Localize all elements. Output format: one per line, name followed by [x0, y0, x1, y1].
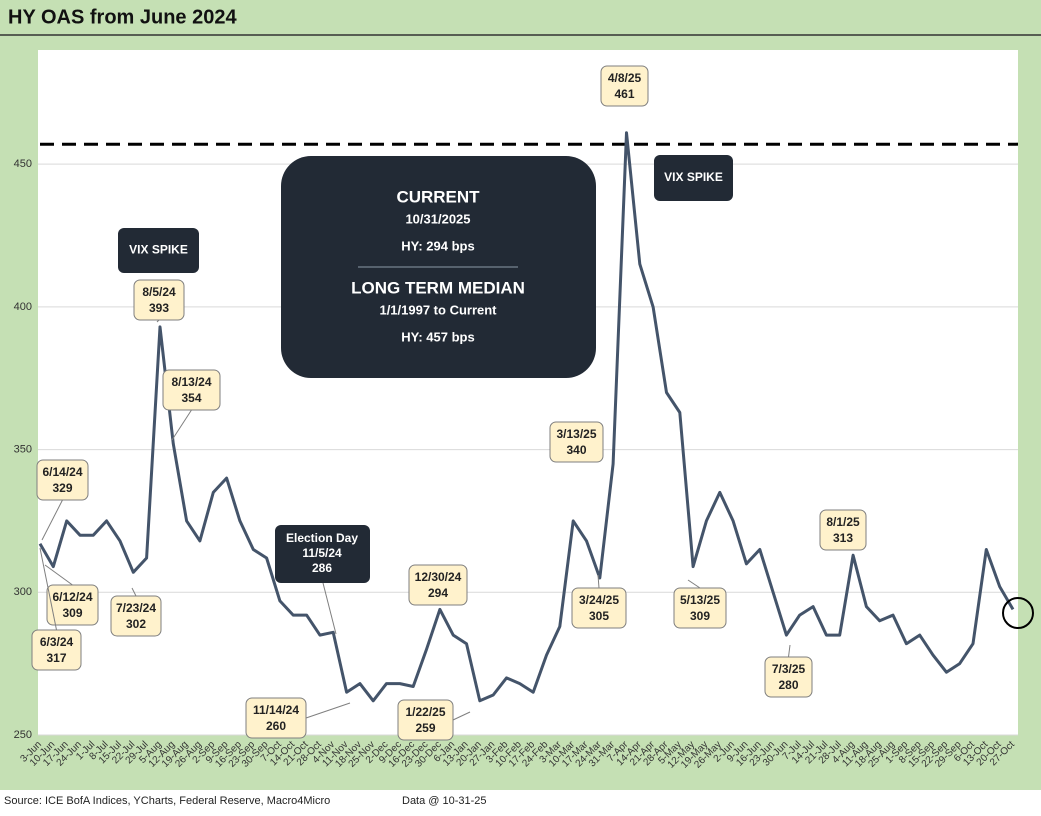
callout-value: 393 [149, 301, 169, 315]
callout-date: 12/30/24 [415, 570, 462, 584]
callout-leader [452, 711, 471, 721]
callout-value: 461 [614, 87, 634, 101]
callout-value: 329 [52, 481, 72, 495]
data-note: Data @ 10-31-25 [402, 795, 487, 807]
callout-date: 6/3/24 [40, 635, 74, 649]
callout-value: 309 [62, 606, 82, 620]
callout-value: 340 [566, 443, 586, 457]
current-hy: HY: 294 bps [401, 238, 474, 253]
callout-box [397, 699, 454, 741]
callout-box [46, 584, 99, 626]
callout-leader [305, 702, 351, 719]
callout-date: 3/24/25 [579, 593, 619, 607]
callout-box [571, 587, 627, 629]
callout-date: 5/13/25 [680, 593, 720, 607]
source: Source: ICE BofA Indices, YCharts, Feder… [4, 795, 330, 807]
y-tick-label: 350 [14, 443, 32, 455]
election-leader [322, 582, 337, 635]
callout-value: 354 [181, 391, 201, 405]
chart-title: HY OAS from June 2024 [8, 6, 237, 28]
callout-box [819, 509, 867, 551]
callout-box [31, 629, 82, 671]
callout-leader [131, 587, 137, 597]
current-median-hy: HY: 457 bps [401, 329, 474, 344]
callout-value: 260 [266, 719, 286, 733]
callout-leader [597, 574, 600, 589]
callout-value: 309 [690, 609, 710, 623]
event-label: VIX SPIKE [129, 243, 188, 257]
y-tick-label: 250 [14, 729, 32, 741]
callout-box [764, 656, 813, 698]
callout-date: 3/13/25 [556, 427, 596, 441]
callout-date: 11/14/24 [253, 703, 299, 717]
callout-date: 6/14/24 [42, 465, 82, 479]
callout-value: 305 [589, 609, 609, 623]
y-tick-label: 450 [14, 158, 32, 170]
callout-box [673, 587, 727, 629]
callout-value: 317 [46, 651, 66, 665]
current-median-heading: LONG TERM MEDIAN [351, 278, 525, 297]
callout-date: 7/3/25 [772, 662, 806, 676]
callout-leader [41, 499, 63, 541]
callout-box [36, 459, 89, 501]
callout-leader [687, 579, 701, 589]
callout-value: 302 [126, 617, 146, 631]
callout-box [133, 279, 185, 321]
footer [0, 790, 1041, 816]
election-value: 286 [312, 561, 332, 575]
current-date: 10/31/2025 [405, 211, 470, 226]
callout-box [245, 697, 307, 739]
callout-leader [171, 409, 192, 441]
election-date: 11/5/24 [302, 546, 342, 560]
callout-date: 6/12/24 [52, 590, 92, 604]
callout-value: 280 [778, 678, 798, 692]
callout-date: 7/23/24 [116, 601, 156, 615]
callout-box [162, 369, 221, 411]
callout-date: 8/1/25 [826, 515, 860, 529]
hy-oas-line [38, 131, 1015, 703]
y-tick-label: 300 [14, 586, 32, 598]
callout-value: 294 [428, 586, 448, 600]
election-label: Election Day [286, 531, 358, 545]
callout-date: 8/13/24 [171, 375, 211, 389]
event-box [118, 228, 199, 273]
callout-date: 8/5/24 [142, 285, 176, 299]
callout-box [408, 564, 468, 606]
callout-leader [44, 564, 73, 586]
y-tick-label: 400 [14, 301, 32, 313]
title-bar [0, 0, 1041, 35]
callout-value: 259 [415, 721, 435, 735]
callout-date: 1/22/25 [405, 705, 445, 719]
callout-leader [39, 547, 57, 631]
event-box [654, 155, 733, 201]
current-heading: CURRENT [396, 187, 480, 206]
current-median-range: 1/1/1997 to Current [379, 302, 497, 317]
current-marker [1002, 597, 1034, 629]
election-box [275, 525, 370, 583]
callout-box [549, 421, 604, 463]
callout-date: 4/8/25 [608, 71, 642, 85]
callout-box [600, 65, 649, 107]
callout-value: 313 [833, 531, 853, 545]
event-label: VIX SPIKE [664, 170, 723, 184]
callout-leader [788, 644, 791, 658]
callout-box [110, 595, 162, 637]
